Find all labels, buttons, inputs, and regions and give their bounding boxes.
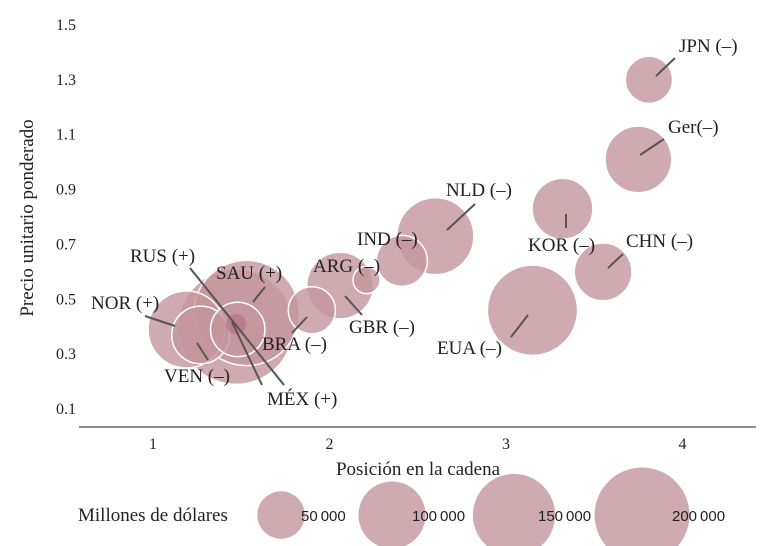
legend-value: 50 000 xyxy=(301,508,346,525)
point-label: VEN (–) xyxy=(164,366,230,387)
x-tick-label: 4 xyxy=(679,436,687,453)
y-axis-title: Precio unitario ponderado xyxy=(17,119,38,316)
legend-bubble xyxy=(472,473,556,546)
point-label: NOR (+) xyxy=(91,293,159,314)
point-label: GBR (–) xyxy=(349,317,415,338)
leader-line xyxy=(231,321,263,386)
point-label: EUA (–) xyxy=(437,338,502,359)
size-legend: Millones de dólares 50 000 100 000 150 000… xyxy=(78,467,725,546)
bubble xyxy=(375,234,429,288)
point-labels-layer: JPN (–) Ger(–) NLD (–) KOR (–) CHN (–) IND (–… xyxy=(91,36,738,410)
legend-bubble xyxy=(257,491,305,539)
legend-bubble xyxy=(594,467,690,546)
point-label: NLD (–) xyxy=(446,180,512,201)
y-tick-label: 0.5 xyxy=(56,291,76,308)
y-tick-labels: 0.1 0.3 0.5 0.7 0.9 1.1 1.3 1.5 xyxy=(56,17,76,418)
y-tick-label: 1.5 xyxy=(56,17,76,34)
x-tick-label: 3 xyxy=(502,436,510,453)
leader-line xyxy=(189,267,285,386)
point-label: KOR (–) xyxy=(528,235,595,256)
y-tick-label: 1.1 xyxy=(56,127,76,144)
y-tick-label: 1.3 xyxy=(56,72,76,89)
legend-bubble xyxy=(358,481,426,546)
point-label: JPN (–) xyxy=(679,36,738,57)
leader-line xyxy=(639,138,665,156)
bubble xyxy=(352,265,381,295)
legend-value: 200 000 xyxy=(672,508,725,525)
bubble xyxy=(486,264,579,357)
leader-line xyxy=(510,314,529,338)
leader-line xyxy=(196,342,209,361)
y-tick-label: 0.3 xyxy=(56,346,76,363)
bubble xyxy=(573,242,633,302)
legend-value: 150 000 xyxy=(538,508,591,525)
point-label: CHN (–) xyxy=(626,231,693,252)
point-label: SAU (+) xyxy=(216,263,282,284)
leader-line xyxy=(446,203,476,231)
y-tick-label: 0.1 xyxy=(56,401,76,418)
leader-line xyxy=(291,316,308,334)
x-tick-labels: 1 2 3 4 xyxy=(149,436,687,453)
leader-line xyxy=(655,57,676,77)
y-tick-label: 0.9 xyxy=(56,182,76,199)
point-label: RUS (+) xyxy=(130,246,195,267)
leader-line xyxy=(252,286,266,303)
bubble xyxy=(287,285,337,335)
point-label: MÉX (+) xyxy=(267,388,337,410)
leader-lines-layer xyxy=(144,57,676,386)
point-label: ARG (–) xyxy=(313,256,380,277)
x-axis-title: Posición en la cadena xyxy=(336,459,501,480)
point-label: BRA (–) xyxy=(262,334,327,355)
leader-line xyxy=(144,315,176,327)
leader-line xyxy=(344,295,363,316)
x-tick-label: 2 xyxy=(326,436,334,453)
point-label: IND (–) xyxy=(357,229,418,250)
legend-title: Millones de dólares xyxy=(78,505,228,526)
legend-value: 100 000 xyxy=(412,508,465,525)
x-tick-label: 1 xyxy=(149,436,157,453)
leader-line xyxy=(607,253,624,269)
bubbles-layer xyxy=(147,55,674,386)
bubble xyxy=(624,55,674,105)
bubble xyxy=(604,125,673,194)
y-tick-label: 0.7 xyxy=(56,236,76,253)
point-label: Ger(–) xyxy=(668,117,719,138)
bubble xyxy=(531,177,594,240)
